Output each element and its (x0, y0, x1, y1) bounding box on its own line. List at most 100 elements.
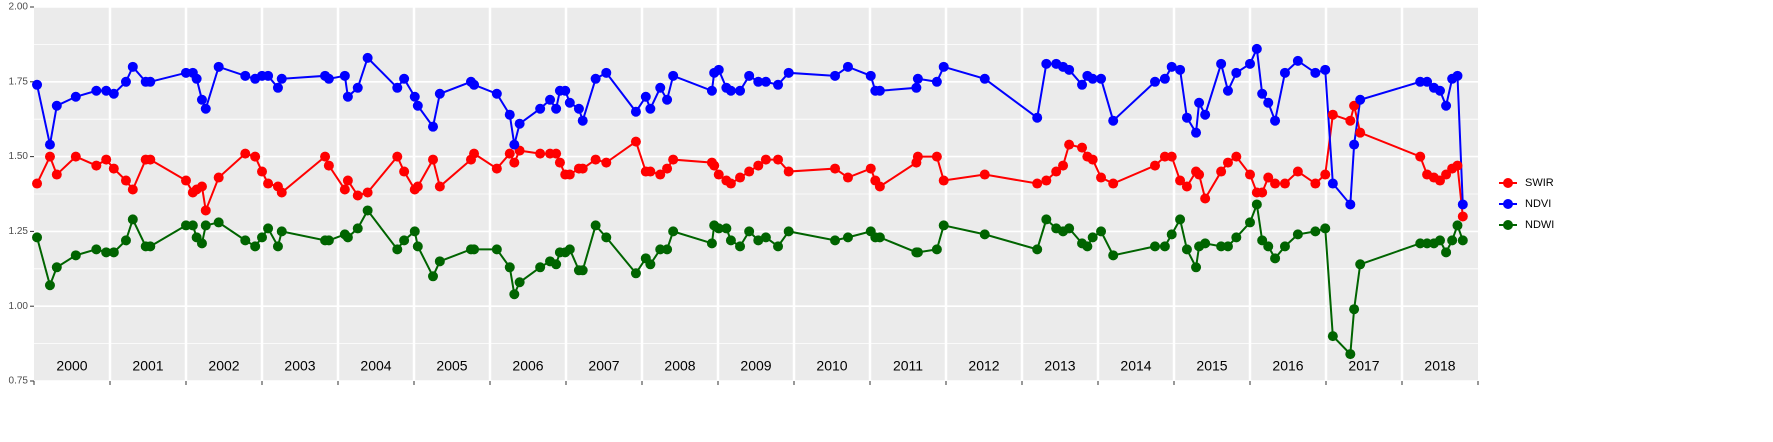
point (1191, 262, 1202, 273)
point (655, 169, 666, 180)
point (1087, 154, 1098, 165)
point (263, 223, 274, 234)
point (1216, 166, 1227, 177)
point (725, 178, 736, 189)
point (725, 235, 736, 246)
point (783, 226, 794, 237)
point (101, 85, 112, 96)
point (1452, 70, 1463, 81)
legend-key-point (1503, 178, 1513, 188)
y-tick-label: 1.75 (9, 76, 29, 87)
point (1327, 331, 1338, 342)
point (191, 73, 202, 84)
point (630, 106, 641, 117)
point (773, 241, 784, 252)
point (181, 175, 191, 186)
point (874, 85, 885, 96)
point (1310, 178, 1321, 189)
point (535, 148, 546, 159)
point (469, 148, 480, 159)
point (1108, 250, 1119, 261)
point (645, 166, 656, 177)
year-label: 2013 (1044, 358, 1075, 374)
point (428, 271, 438, 282)
point (1452, 220, 1463, 231)
point (1457, 211, 1468, 222)
point (1457, 199, 1468, 210)
point (842, 172, 853, 183)
point (979, 229, 990, 240)
point (70, 250, 81, 261)
point (662, 244, 673, 255)
point (412, 181, 423, 192)
point (773, 154, 784, 165)
year-label: 2008 (664, 358, 695, 374)
point (70, 151, 81, 162)
point (145, 76, 156, 87)
point (44, 139, 55, 150)
point (51, 169, 62, 180)
point (760, 76, 771, 87)
point (753, 76, 764, 87)
point (630, 136, 641, 147)
point (1194, 169, 1205, 180)
point (874, 181, 885, 192)
point (1159, 241, 1170, 252)
point (1263, 241, 1274, 252)
point (713, 169, 724, 180)
point (276, 187, 287, 198)
point (744, 70, 755, 81)
point (1257, 88, 1268, 99)
point (514, 277, 525, 288)
point (240, 70, 251, 81)
point (339, 184, 350, 195)
point (120, 175, 131, 186)
point (200, 103, 211, 114)
point (601, 67, 612, 78)
point (509, 139, 520, 150)
point (352, 223, 363, 234)
point (504, 148, 515, 159)
point (1231, 151, 1242, 162)
point (1191, 127, 1202, 138)
point (662, 94, 673, 105)
year-label: 2014 (1120, 358, 1151, 374)
point (362, 187, 373, 198)
point (1279, 67, 1290, 78)
point (32, 178, 43, 189)
year-label: 2004 (360, 358, 391, 374)
y-tick-label: 1.00 (9, 301, 29, 312)
point (1327, 178, 1338, 189)
point (865, 70, 876, 81)
point (577, 265, 588, 276)
point (491, 163, 502, 174)
point (938, 220, 949, 231)
point (1150, 76, 1160, 87)
point (399, 73, 410, 84)
point (1096, 226, 1107, 237)
point (1415, 238, 1426, 249)
point (1222, 157, 1233, 168)
point (339, 70, 350, 81)
point (32, 79, 43, 90)
point (735, 241, 746, 252)
point (1415, 151, 1426, 162)
point (773, 79, 784, 90)
point (200, 205, 211, 216)
point (1279, 241, 1290, 252)
point (101, 247, 112, 258)
point (509, 157, 520, 168)
point (1310, 226, 1321, 237)
point (783, 166, 794, 177)
point (409, 91, 420, 102)
point (127, 61, 138, 72)
point (362, 205, 373, 216)
point (1457, 235, 1468, 246)
point (91, 160, 102, 171)
point (101, 154, 112, 165)
point (560, 85, 571, 96)
point (1166, 61, 1177, 72)
point (145, 241, 156, 252)
point (342, 175, 353, 186)
point (32, 232, 43, 243)
